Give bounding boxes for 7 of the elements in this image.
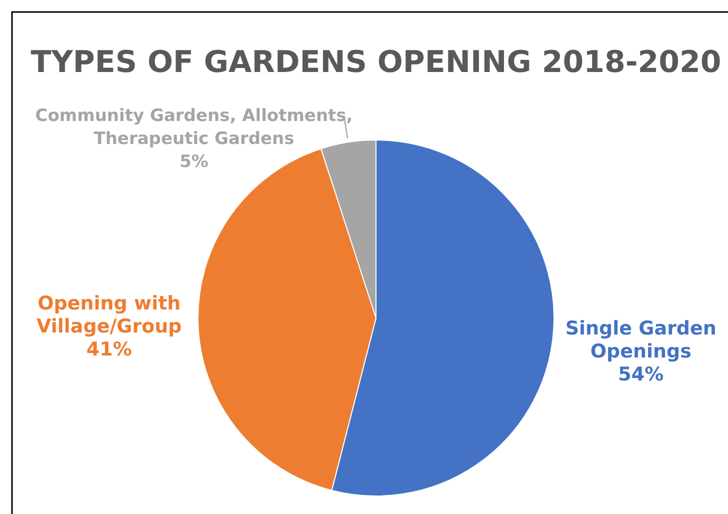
data-label: 5% <box>180 152 208 172</box>
data-label: 41% <box>86 338 132 360</box>
slice-label: Community Gardens, Allotments, Therapeutic Gardens <box>35 106 353 149</box>
chart-title: TYPES OF GARDENS OPENING 2018-2020 <box>30 45 722 80</box>
data-label: 54% <box>618 363 664 386</box>
slice-label: Opening with Village/Group <box>36 292 182 338</box>
slice-label: Single Garden Openings <box>565 317 716 362</box>
